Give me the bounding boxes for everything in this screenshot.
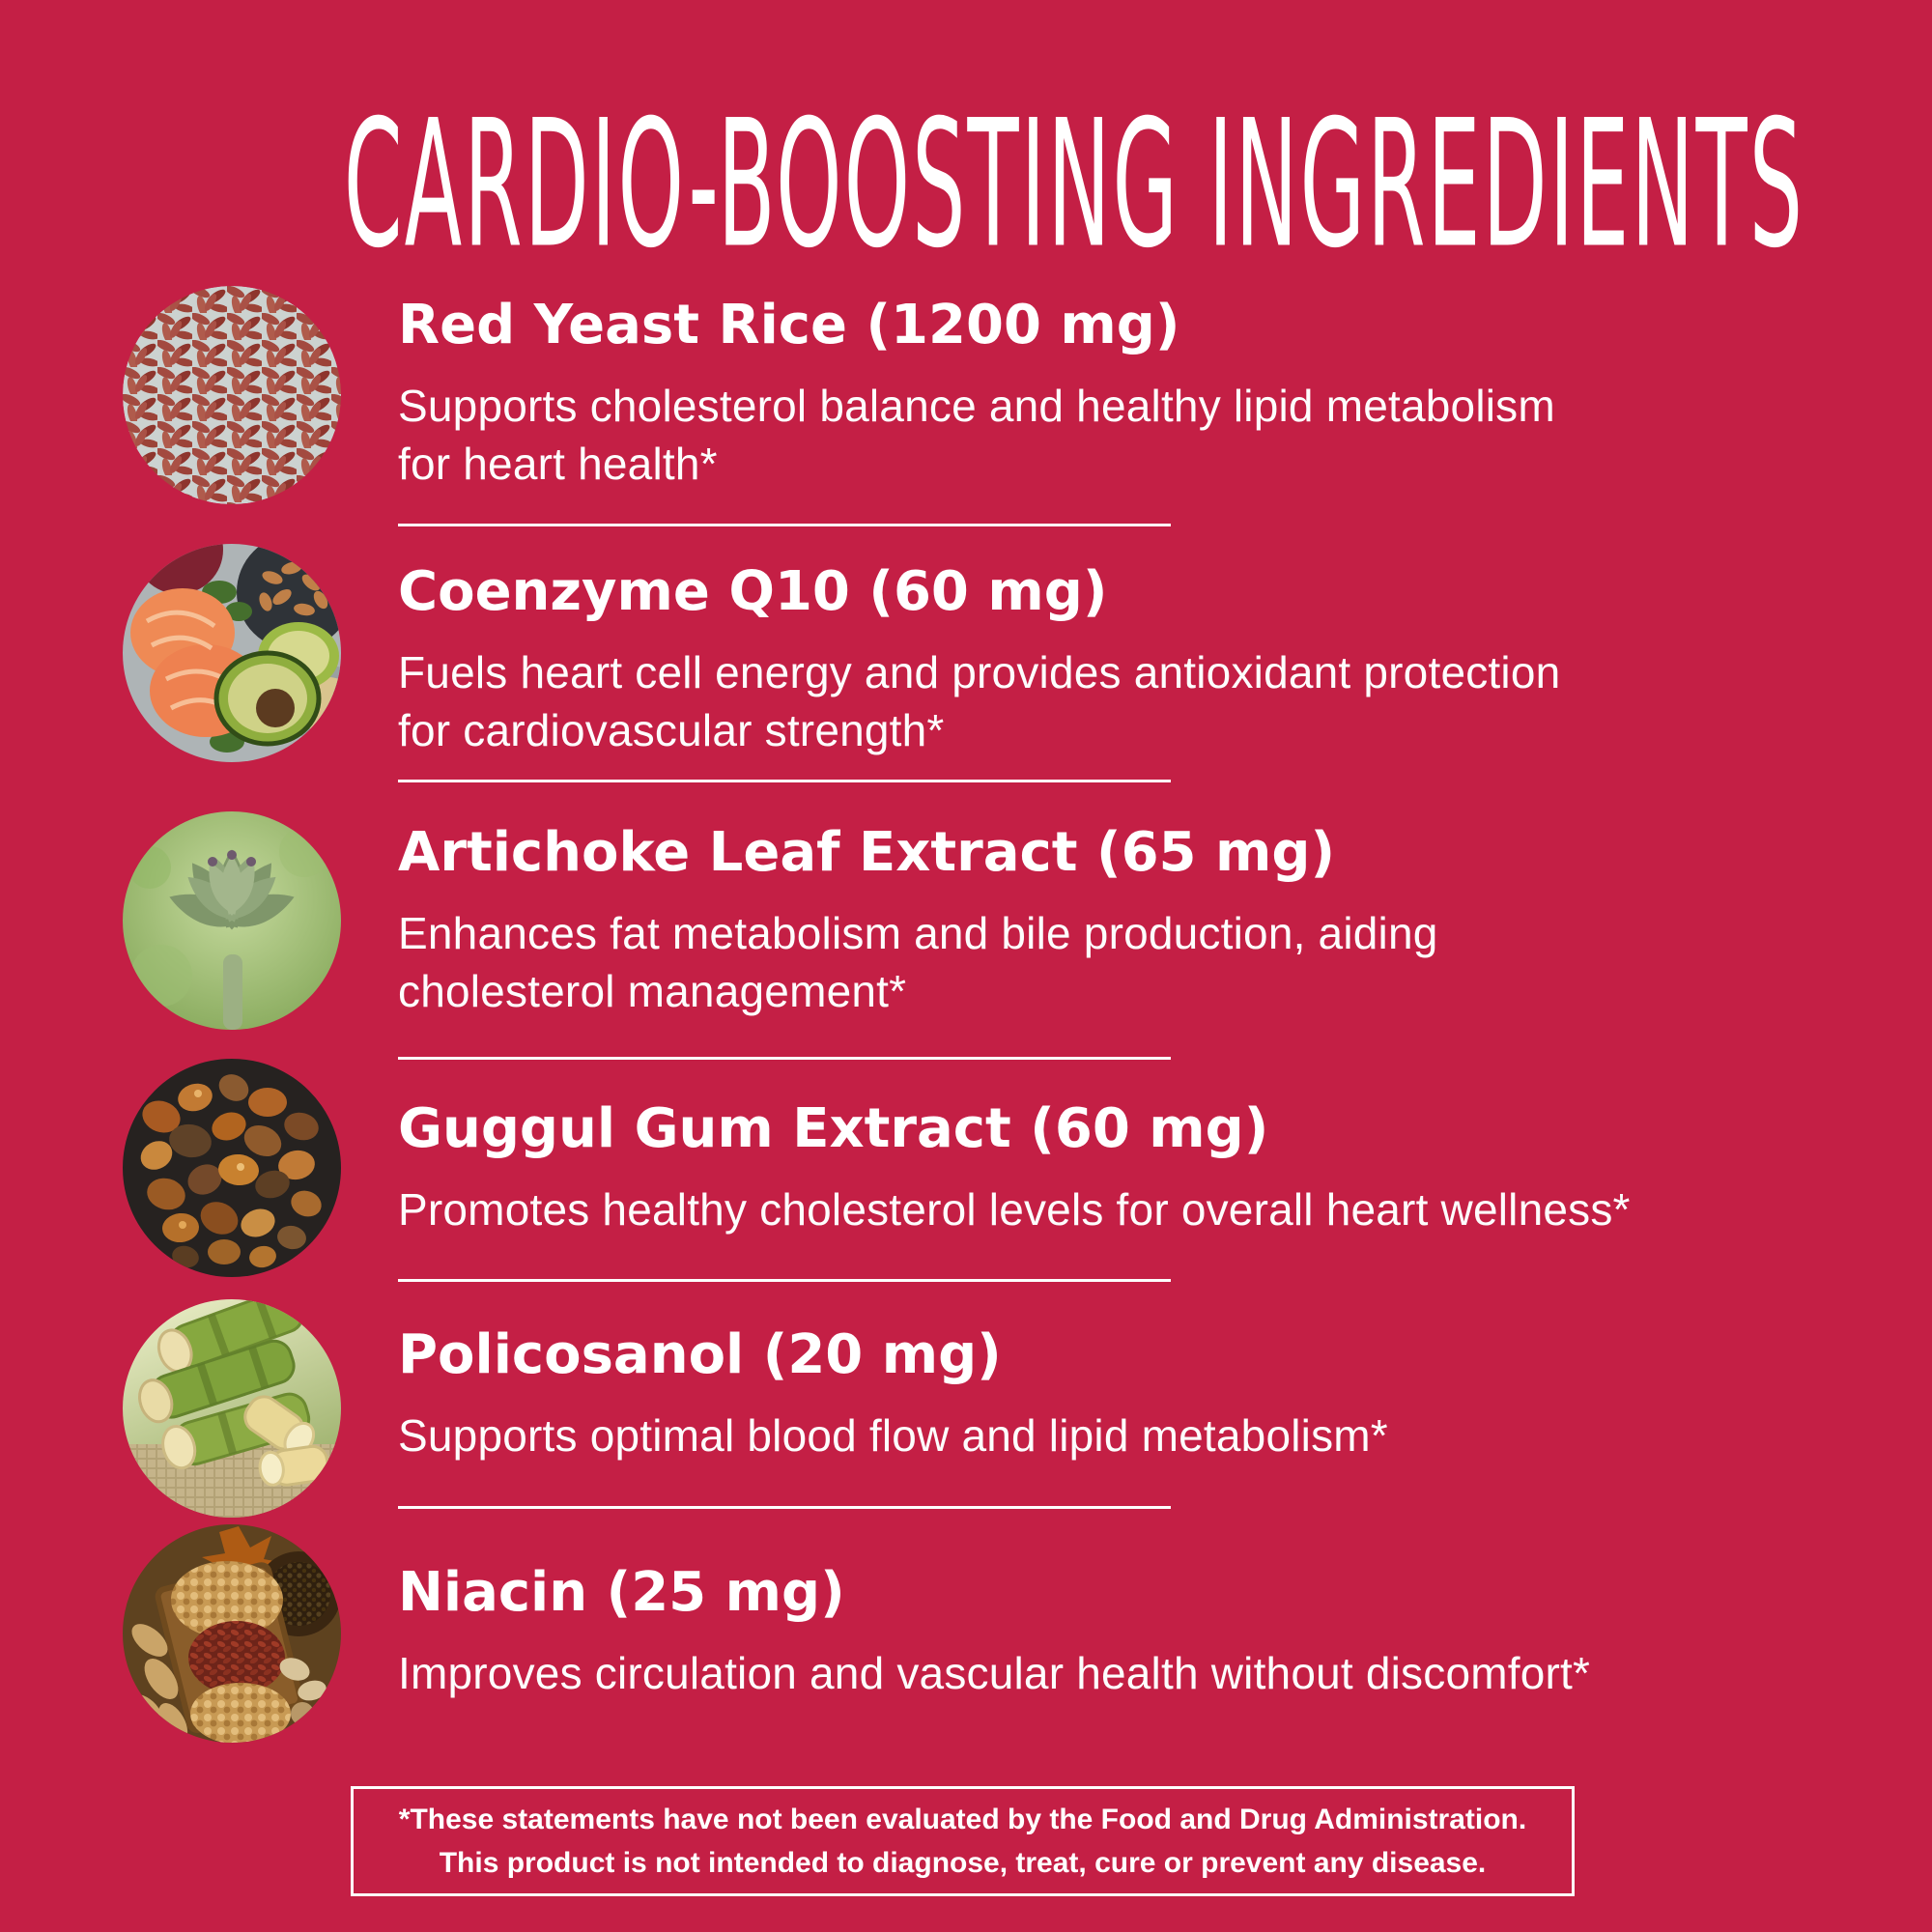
- guggul-resin-illustration: [123, 1059, 341, 1277]
- seeds-illustration: [123, 1524, 341, 1743]
- ingredient-heading: Guggul Gum Extract (60 mg): [398, 1097, 1269, 1160]
- ingredient-heading: Niacin (25 mg): [398, 1561, 845, 1624]
- divider-line: [398, 1279, 1171, 1282]
- ingredient-description: Enhances fat metabolism and bile product…: [398, 908, 1438, 1016]
- sugarcane-illustration: [123, 1299, 341, 1518]
- red-yeast-rice-photo: [123, 286, 341, 504]
- ingredient-row-coenzyme-q10: Coenzyme Q10 (60 mg) Fuels heart cell en…: [398, 558, 1866, 759]
- coq10-foods-illustration: [123, 544, 341, 762]
- ingredient-heading: Artichoke Leaf Extract (65 mg): [398, 821, 1336, 884]
- page-title-text: CARDIO-BOOSTING INGREDIENTS: [343, 83, 1805, 288]
- ingredient-row-red-yeast-rice: Red Yeast Rice (1200 mg) Supports choles…: [398, 292, 1866, 493]
- fda-disclaimer-box: *These statements have not been evaluate…: [351, 1786, 1575, 1896]
- divider-line: [398, 1057, 1171, 1060]
- page-title: CARDIO-BOOSTING INGREDIENTS: [0, 83, 1932, 288]
- ingredient-description: Promotes healthy cholesterol levels for …: [398, 1184, 1631, 1235]
- fda-disclaimer-text: *These statements have not been evaluate…: [398, 1804, 1527, 1879]
- divider-line: [398, 524, 1171, 526]
- coenzyme-q10-foods-photo: [123, 544, 341, 762]
- ingredient-heading: Coenzyme Q10 (60 mg): [398, 560, 1108, 623]
- ingredient-row-policosanol: Policosanol (20 mg) Supports optimal blo…: [398, 1321, 1866, 1464]
- artichoke-illustration: [123, 811, 341, 1030]
- seeds-and-grains-photo: [123, 1524, 341, 1743]
- ingredient-description: Fuels heart cell energy and provides ant…: [398, 647, 1561, 755]
- ingredient-row-artichoke-leaf-extract: Artichoke Leaf Extract (65 mg) Enhances …: [398, 819, 1866, 1020]
- ingredient-description: Supports optimal blood flow and lipid me…: [398, 1410, 1388, 1461]
- ingredient-heading: Red Yeast Rice (1200 mg): [398, 294, 1180, 356]
- ingredient-description: Improves circulation and vascular health…: [398, 1648, 1591, 1698]
- ingredient-row-guggul-gum-extract: Guggul Gum Extract (60 mg) Promotes heal…: [398, 1095, 1866, 1238]
- red-yeast-rice-illustration: [123, 286, 341, 504]
- divider-line: [398, 1506, 1171, 1509]
- artichoke-photo: [123, 811, 341, 1030]
- guggul-resin-photo: [123, 1059, 341, 1277]
- ingredient-heading: Policosanol (20 mg): [398, 1323, 1002, 1386]
- divider-line: [398, 780, 1171, 782]
- sugarcane-photo: [123, 1299, 341, 1518]
- ingredient-row-niacin: Niacin (25 mg) Improves circulation and …: [398, 1559, 1866, 1702]
- ingredient-description: Supports cholesterol balance and healthy…: [398, 381, 1555, 489]
